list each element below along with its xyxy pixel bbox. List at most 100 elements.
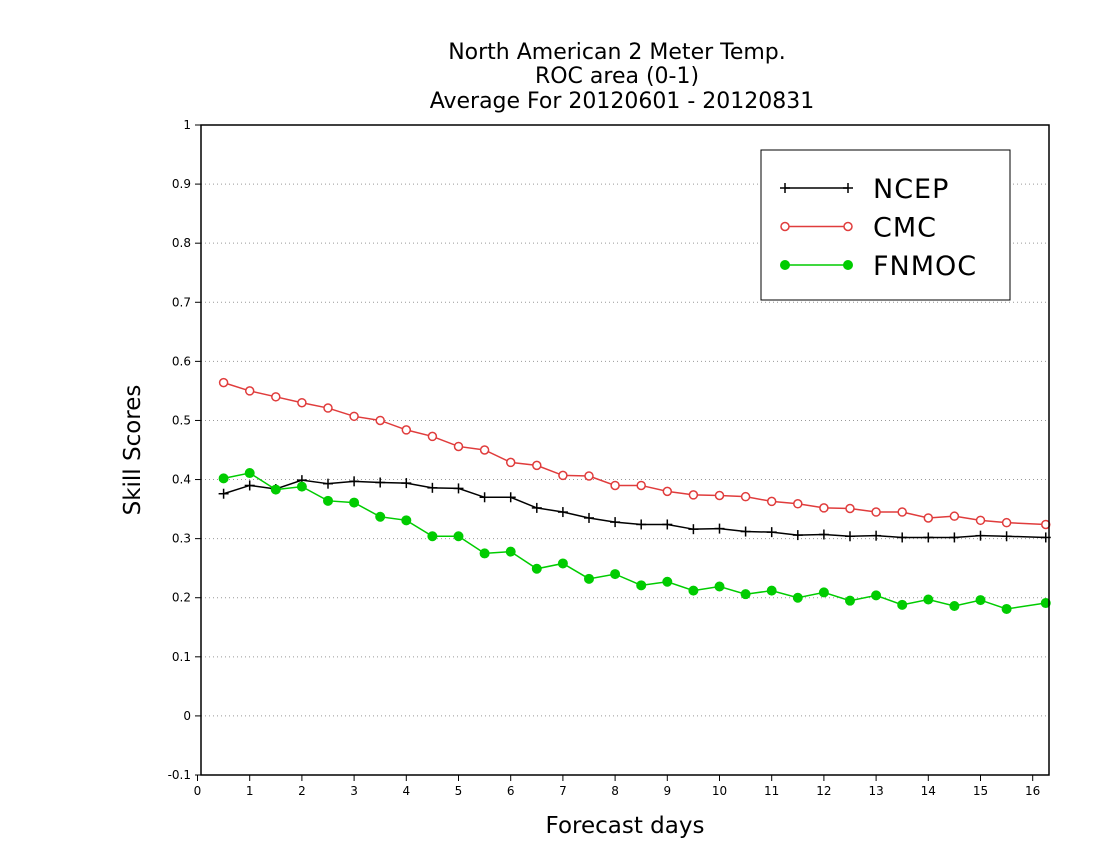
data-point-cmc — [819, 503, 829, 513]
x-tick-label: 1 — [246, 784, 254, 798]
data-point-cmc — [218, 377, 229, 388]
data-point-fnmoc — [1001, 603, 1012, 614]
data-point-fnmoc — [610, 569, 621, 580]
data-point-ncep — [714, 523, 725, 534]
data-point-ncep — [923, 532, 934, 543]
chart-title-line-2: ROC area (0-1) — [535, 64, 699, 89]
data-point-fnmoc — [871, 590, 882, 601]
legend-marker-fnmoc — [843, 260, 853, 270]
x-tick-label: 2 — [298, 784, 306, 798]
data-point-ncep — [662, 519, 673, 530]
data-point-fnmoc — [375, 511, 386, 522]
x-tick-label: 10 — [712, 784, 727, 798]
data-point-cmc — [297, 397, 307, 408]
data-point-cmc — [558, 470, 568, 481]
legend: NCEP CMC FNMOC — [760, 149, 1011, 301]
data-point-ncep — [453, 483, 464, 494]
x-tick-label: 15 — [973, 784, 988, 798]
y-tick-label: 0.6 — [172, 354, 191, 368]
series-fnmoc — [218, 468, 1051, 614]
data-point-cmc — [740, 491, 751, 502]
legend-marker-cmc — [843, 221, 853, 232]
legend-label-cmc: CMC — [873, 213, 937, 244]
data-point-ncep — [845, 531, 855, 542]
series-line-ncep — [223, 479, 1046, 539]
data-point-ncep — [584, 512, 594, 523]
x-tick-label: 14 — [921, 784, 936, 798]
x-tick-label: 9 — [663, 784, 671, 798]
data-point-fnmoc — [427, 531, 438, 542]
data-point-ncep — [818, 529, 829, 540]
x-tick-label: 13 — [868, 784, 883, 798]
data-point-fnmoc — [688, 585, 699, 596]
data-point-cmc — [427, 431, 438, 442]
data-point-fnmoc — [662, 576, 673, 587]
data-point-fnmoc — [453, 531, 464, 542]
data-point-fnmoc — [531, 563, 542, 574]
y-tick-label: 0.4 — [172, 473, 191, 487]
legend-label-fnmoc: FNMOC — [873, 251, 977, 282]
x-tick-label: 11 — [764, 784, 779, 798]
data-point-fnmoc — [897, 599, 908, 610]
data-point-ncep — [218, 488, 229, 499]
legend-box — [760, 149, 1011, 301]
series-line-cmc — [223, 381, 1046, 526]
y-tick-label: -0.1 — [168, 768, 191, 782]
x-axis-ticks: 0 1 2 3 4 5 6 7 8 9 10 11 12 13 14 15 16 — [194, 775, 1040, 798]
y-axis-ticks: -0.1 0 0.1 0.2 0.3 0.4 0.5 0.6 0.7 0.8 0.9 1 — [168, 118, 201, 782]
plot-frame — [200, 124, 1050, 776]
x-tick-label: 7 — [559, 784, 567, 798]
data-point-cmc — [323, 403, 333, 413]
data-point-fnmoc — [349, 497, 360, 508]
y-tick-label: 0.1 — [172, 650, 191, 664]
data-point-fnmoc — [479, 548, 490, 559]
data-point-ncep — [897, 532, 908, 543]
x-tick-label: 5 — [455, 784, 463, 798]
data-point-fnmoc — [636, 580, 647, 591]
data-point-fnmoc — [323, 495, 333, 506]
legend-marker-ncep — [780, 183, 790, 193]
data-point-fnmoc — [714, 581, 725, 592]
data-point-ncep — [349, 476, 360, 487]
series-line-fnmoc — [223, 472, 1046, 610]
data-point-ncep — [557, 507, 568, 518]
data-point-fnmoc — [740, 589, 751, 600]
y-tick-label: 1 — [183, 118, 191, 132]
data-point-cmc — [532, 460, 542, 471]
data-point-cmc — [766, 496, 777, 507]
data-point-fnmoc — [792, 592, 803, 603]
data-point-fnmoc — [949, 601, 960, 611]
data-point-cmc — [923, 513, 934, 523]
data-point-ncep — [688, 524, 699, 535]
data-point-fnmoc — [244, 468, 255, 479]
data-point-cmc — [636, 480, 646, 491]
data-point-ncep — [531, 502, 542, 513]
data-point-fnmoc — [845, 595, 855, 606]
legend-entry-fnmoc: FNMOC — [780, 251, 977, 282]
data-point-cmc — [375, 415, 385, 426]
x-tick-label: 6 — [507, 784, 515, 798]
data-point-ncep — [766, 527, 777, 538]
y-tick-label: 0.3 — [172, 532, 191, 546]
data-point-fnmoc — [270, 484, 281, 495]
data-point-ncep — [479, 492, 490, 503]
data-point-ncep — [636, 519, 647, 530]
chart-title: North American 2 Meter Temp. ROC area (0… — [430, 40, 815, 114]
legend-marker-cmc — [780, 221, 790, 232]
x-axis-label: Forecast days — [546, 813, 705, 839]
data-point-cmc — [714, 490, 725, 501]
data-point-ncep — [375, 477, 386, 488]
data-point-ncep — [244, 480, 255, 491]
data-point-fnmoc — [975, 595, 986, 606]
data-point-cmc — [401, 425, 412, 435]
data-point-cmc — [349, 411, 359, 422]
chart-title-line-3: Average For 20120601 - 20120831 — [430, 89, 815, 114]
y-tick-label: 0.2 — [172, 591, 191, 605]
gridlines — [201, 183, 1049, 717]
x-tick-label: 16 — [1025, 784, 1040, 798]
legend-marker-fnmoc — [780, 260, 790, 270]
x-tick-label: 12 — [816, 784, 831, 798]
data-point-fnmoc — [818, 587, 829, 598]
data-point-ncep — [401, 478, 412, 489]
chart-title-line-1: North American 2 Meter Temp. — [448, 40, 786, 65]
